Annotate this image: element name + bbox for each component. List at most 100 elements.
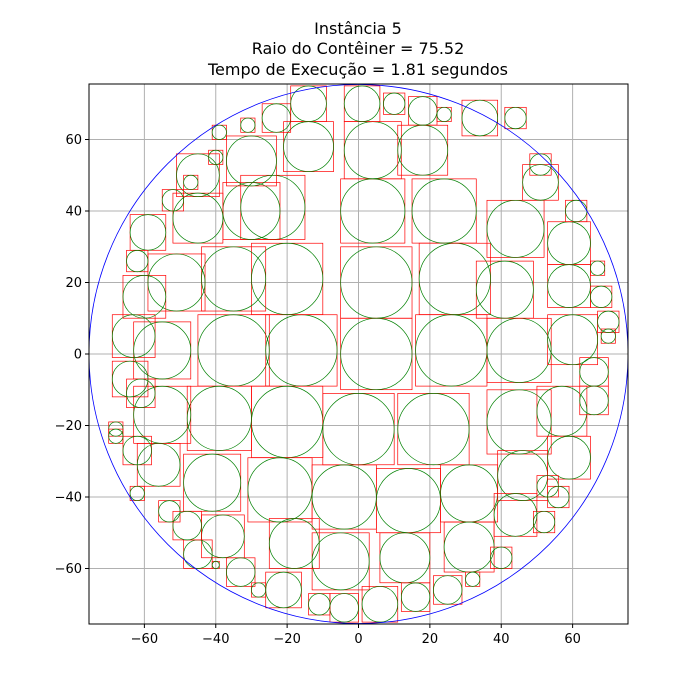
packed-circle <box>486 317 552 383</box>
bounding-square <box>197 314 270 387</box>
packed-circle <box>590 285 613 308</box>
packed-circle <box>129 485 145 501</box>
packed-circle <box>486 199 545 258</box>
packed-circle <box>183 539 213 569</box>
packed-circle <box>433 575 463 605</box>
packed-circle <box>529 153 552 176</box>
packed-circle <box>126 249 149 273</box>
y-tick-label: −20 <box>55 419 82 434</box>
packed-circle <box>415 314 488 387</box>
y-tick-label: 40 <box>65 204 82 219</box>
packed-circle <box>375 468 441 534</box>
x-tick-label: −60 <box>131 632 158 647</box>
packed-circle <box>600 328 616 344</box>
packed-circle <box>343 121 402 180</box>
packed-circle <box>265 571 302 609</box>
packed-circle <box>522 164 559 201</box>
x-tick-label: −20 <box>273 632 300 647</box>
packed-circle <box>408 96 438 126</box>
packed-circle <box>247 457 313 523</box>
x-tick-label: 40 <box>493 632 510 647</box>
packed-circle <box>183 174 199 190</box>
packed-circle <box>208 149 224 165</box>
packed-circle <box>122 275 167 319</box>
packed-circle <box>397 124 449 176</box>
packed-circle <box>443 521 495 573</box>
y-tick-label: 60 <box>65 133 82 148</box>
packed-circle <box>533 510 556 534</box>
packed-circle <box>490 546 513 569</box>
y-tick-label: −40 <box>55 491 82 506</box>
packed-circle <box>201 514 245 559</box>
packed-circle <box>176 153 220 198</box>
packed-circle <box>343 85 381 122</box>
packed-circle <box>161 189 184 212</box>
packed-circle <box>547 264 591 308</box>
title-line-3: Tempo de Execução = 1.81 segundos <box>207 60 508 79</box>
packed-circle <box>226 557 256 587</box>
y-tick-label: 20 <box>65 276 82 291</box>
packed-circle <box>251 242 324 315</box>
packed-circle <box>486 389 552 455</box>
x-tick-label: 0 <box>354 632 362 647</box>
x-tick-label: −40 <box>202 632 229 647</box>
packed-circle <box>465 571 481 587</box>
packed-circle <box>133 385 192 444</box>
packed-circle <box>311 532 370 591</box>
packed-circle <box>197 314 270 387</box>
packed-circle <box>122 435 152 466</box>
packed-circle <box>226 135 277 187</box>
packed-circle <box>126 378 156 408</box>
x-tick-label: 60 <box>564 632 581 647</box>
packed-circle <box>265 314 338 387</box>
packed-circle <box>475 260 534 319</box>
title-line-2: Raio do Contêiner = 75.52 <box>252 39 465 58</box>
packed-circle <box>383 92 406 115</box>
grid <box>89 84 628 624</box>
packed-circle <box>547 221 591 265</box>
packed-circle <box>536 385 588 437</box>
packed-circle <box>261 103 292 133</box>
axis-ticks: −60 −40 −20 0 20 40 60 −60 −40 −20 0 20 40 60 <box>55 133 581 647</box>
packed-circle <box>268 518 320 569</box>
packed-circle <box>111 360 149 398</box>
title-line-1: Instância 5 <box>314 19 402 38</box>
packed-circle <box>251 582 267 598</box>
y-tick-label: −60 <box>55 562 82 577</box>
packed-circle <box>590 260 606 276</box>
packed-circle <box>311 464 377 530</box>
packed-circle <box>579 357 609 387</box>
packed-circle <box>400 582 431 612</box>
packed-circle <box>547 435 591 480</box>
packed-circle <box>201 246 267 312</box>
packed-circle <box>597 310 620 333</box>
packed-circle <box>493 493 538 537</box>
packed-circle <box>172 192 224 244</box>
packed-circle <box>340 246 413 319</box>
packed-circle <box>411 178 477 244</box>
packed-circle <box>461 99 499 137</box>
packed-circle <box>379 532 431 584</box>
packed-circle <box>133 321 192 380</box>
shapes <box>89 84 628 624</box>
bounding-square <box>415 314 488 387</box>
packed-circle <box>211 124 227 140</box>
packed-circle <box>536 475 559 498</box>
packed-circle <box>361 586 399 623</box>
y-tick-label: 0 <box>74 348 82 363</box>
packed-circle <box>172 510 202 541</box>
packed-circle <box>158 500 181 523</box>
packed-circle <box>547 314 598 366</box>
packed-circle <box>183 453 242 512</box>
bounding-square <box>265 314 338 387</box>
packed-circle <box>308 593 331 616</box>
packed-circle <box>397 393 470 466</box>
chart-title: Instância 5 Raio do Contêiner = 75.52 Te… <box>207 19 508 79</box>
packed-circle <box>108 428 124 444</box>
packed-circle <box>290 85 327 122</box>
packed-circle <box>329 593 359 623</box>
packed-circle <box>111 314 156 358</box>
packed-circle <box>283 121 334 172</box>
packed-circle <box>147 253 206 312</box>
